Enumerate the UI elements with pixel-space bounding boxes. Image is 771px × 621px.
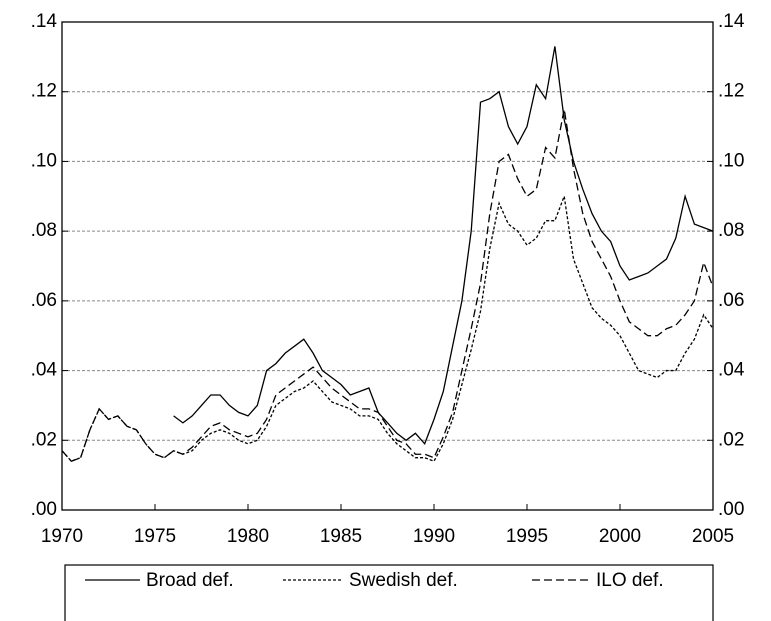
y2-tick-label: .08 <box>718 220 744 241</box>
y-tick-label: .14 <box>31 11 58 32</box>
y2-tick-label: .10 <box>718 150 744 171</box>
y2-tick-label: .06 <box>718 290 744 311</box>
x-tick-label: 1975 <box>134 526 176 547</box>
x-tick-label: 1980 <box>227 526 269 547</box>
series-line <box>173 46 714 446</box>
y2-tick-label: .14 <box>718 11 745 32</box>
x-tick-label: 1970 <box>41 526 83 547</box>
x-tick-label: 1985 <box>320 526 362 547</box>
y2-tick-label: .12 <box>718 81 744 102</box>
y-tick-label: .08 <box>31 220 57 241</box>
y2-tick-label: .00 <box>718 499 744 520</box>
y-tick-label: .06 <box>31 290 57 311</box>
x-tick-label: 2005 <box>692 526 734 547</box>
x-tick-label: 1995 <box>506 526 548 547</box>
y-tick-label: .10 <box>31 150 57 171</box>
y-tick-label: .02 <box>31 429 57 450</box>
y2-tick-label: .02 <box>718 429 744 450</box>
legend-label: Broad def. <box>146 570 234 591</box>
y2-tick-label: .04 <box>718 360 745 381</box>
x-tick-label: 2000 <box>599 526 641 547</box>
legend-label: ILO def. <box>596 570 664 591</box>
series-line <box>61 109 714 462</box>
legend-box <box>64 564 714 621</box>
y-tick-label: .12 <box>31 81 57 102</box>
legend-label: Swedish def. <box>349 570 458 591</box>
y-tick-label: .04 <box>31 360 58 381</box>
x-tick-label: 1990 <box>413 526 455 547</box>
y-tick-label: .00 <box>31 499 57 520</box>
plot-frame <box>61 21 714 511</box>
